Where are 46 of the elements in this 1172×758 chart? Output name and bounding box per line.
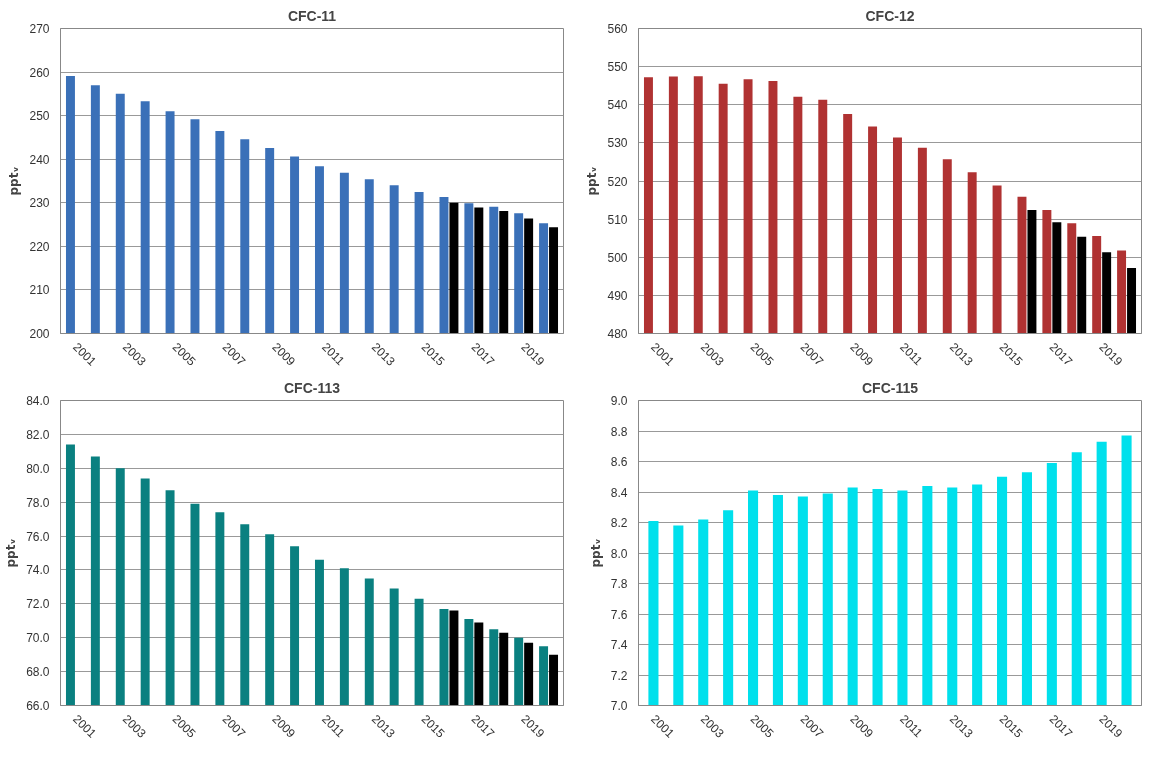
y-tick-label: 84.0 xyxy=(26,394,50,408)
y-tick-label: 7.2 xyxy=(610,668,628,683)
y-tick-label: 8.0 xyxy=(610,546,628,561)
y-tick-label: 490 xyxy=(607,288,628,303)
y-tick-label: 200 xyxy=(29,327,50,341)
y-tick-label: 68.0 xyxy=(26,665,50,680)
y-tick-label: 8.8 xyxy=(610,424,628,439)
y-tick-label: 560 xyxy=(607,22,628,36)
y-tick-label: 66.0 xyxy=(26,699,50,713)
y-tick-label: 510 xyxy=(607,212,628,227)
y-tick-label: 8.6 xyxy=(610,455,628,469)
y-tick-label: 500 xyxy=(607,250,628,265)
y-tick-label: 7.0 xyxy=(610,699,628,713)
y-axis-title: pptᵥ xyxy=(4,538,19,568)
y-tick-label: 8.2 xyxy=(610,516,628,530)
y-tick-label: 250 xyxy=(29,109,50,124)
y-axis-title: pptᵥ xyxy=(588,538,603,568)
y-tick-label: 74.0 xyxy=(26,563,50,578)
y-tick-label: 7.6 xyxy=(610,607,628,622)
y-tick-label: 240 xyxy=(29,152,50,167)
y-tick-label: 7.8 xyxy=(610,577,628,591)
y-tick-label: 520 xyxy=(607,174,628,189)
y-tick-label: 220 xyxy=(29,239,50,254)
y-axis-title: pptᵥ xyxy=(585,166,600,196)
chart-title: CFC-115 xyxy=(861,379,919,396)
y-tick-label: 9.0 xyxy=(610,394,628,408)
y-tick-label: 540 xyxy=(607,98,628,113)
y-tick-label: 80.0 xyxy=(26,461,50,476)
y-tick-label: 72.0 xyxy=(26,597,50,612)
y-tick-label: 270 xyxy=(29,22,50,36)
chart-title: CFC-113 xyxy=(283,379,341,396)
y-tick-label: 530 xyxy=(607,136,628,151)
y-tick-label: 76.0 xyxy=(26,529,50,544)
chart-title: CFC-11 xyxy=(287,7,337,24)
y-tick-label: 230 xyxy=(29,196,50,211)
y-tick-label: 7.4 xyxy=(610,638,628,652)
y-tick-label: 260 xyxy=(29,65,50,80)
y-tick-label: 82.0 xyxy=(26,427,50,442)
y-tick-label: 480 xyxy=(607,327,628,341)
y-tick-label: 70.0 xyxy=(26,631,50,646)
y-axis-title: pptᵥ xyxy=(7,166,22,196)
chart-title: CFC-12 xyxy=(865,7,915,24)
y-tick-label: 210 xyxy=(29,283,50,298)
y-tick-label: 8.4 xyxy=(610,485,628,500)
y-tick-label: 78.0 xyxy=(26,495,50,510)
y-tick-label: 550 xyxy=(607,60,628,75)
